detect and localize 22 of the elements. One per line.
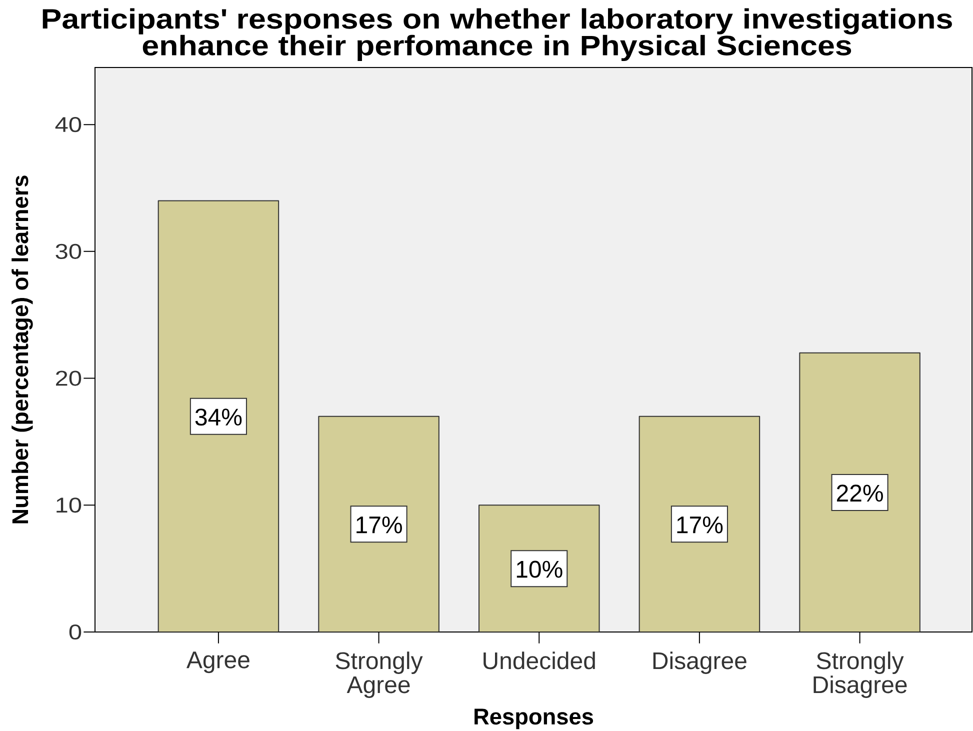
bar <box>639 416 760 632</box>
x-tick-label: Strongly Agree <box>336 652 423 698</box>
chart-title: Participants' responses on whether laboratory investigations enhance their perfomance in Physical Sciences <box>42 8 952 62</box>
x-tick-label: Undecided <box>484 652 595 670</box>
x-axis-title: Responses <box>474 708 594 730</box>
y-tick-label: 40 <box>55 117 82 132</box>
y-tick-label: 0 <box>69 624 82 640</box>
bar <box>158 200 279 632</box>
bar <box>799 352 920 632</box>
x-tick-label: Disagree <box>653 652 746 674</box>
data-label: 17% <box>356 516 402 534</box>
y-axis-title: Number (percentage) of learners <box>12 176 33 524</box>
data-label: 17% <box>677 516 723 534</box>
y-tick-label: 10 <box>56 498 82 513</box>
data-label: 10% <box>516 560 562 578</box>
y-tick-label: 30 <box>56 244 82 259</box>
y-tick-label: 20 <box>56 370 82 386</box>
x-tick-label: Strongly Disagree <box>814 652 907 698</box>
x-tick-label: Agree <box>186 652 250 674</box>
data-label: 34% <box>195 408 242 426</box>
bar <box>318 416 439 632</box>
data-label: 22% <box>836 484 883 502</box>
